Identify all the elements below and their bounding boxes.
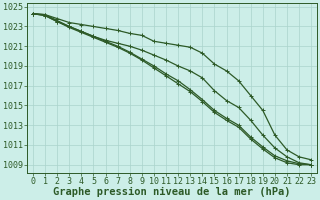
X-axis label: Graphe pression niveau de la mer (hPa): Graphe pression niveau de la mer (hPa) [53,187,291,197]
